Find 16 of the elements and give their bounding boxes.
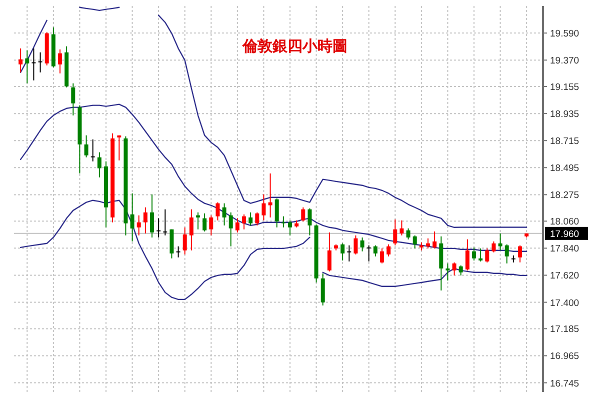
y-tick-label: 18.715 [550, 136, 580, 148]
y-tick-label: 17.185 [550, 324, 580, 336]
y-tick-label: 18.060 [550, 216, 580, 228]
y-tick-label: 17.620 [550, 270, 580, 282]
ref-line-label: 17.960 [550, 228, 580, 240]
y-tick-label: 19.155 [550, 82, 580, 94]
y-tick-label: 17.840 [550, 244, 580, 255]
text: 倫敦銀四小時圖 [242, 38, 348, 55]
y-tick-label: 17.400 [550, 298, 580, 309]
y-tick-label: 16.965 [550, 351, 580, 362]
y-tick-label: 19.370 [550, 56, 580, 67]
y-tick-label: 18.275 [550, 190, 580, 202]
y-tick-label: 18.495 [550, 163, 580, 174]
y-tick-label: 18.935 [550, 109, 580, 120]
y-tick-label: 19.590 [550, 28, 580, 40]
y-tick-label: 16.745 [550, 378, 580, 390]
